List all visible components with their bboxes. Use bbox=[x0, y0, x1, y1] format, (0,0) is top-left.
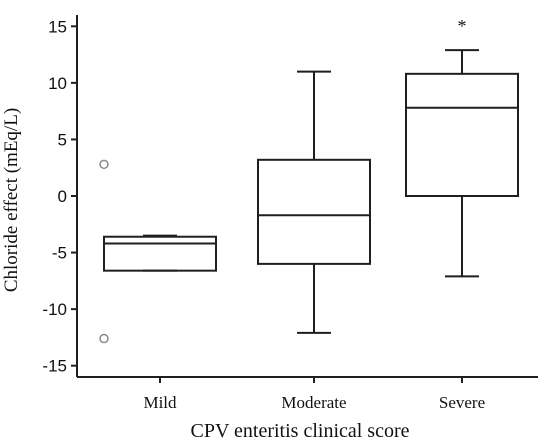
x-axis-title: CPV enteritis clinical score bbox=[190, 420, 409, 441]
mark-layer bbox=[99, 49, 519, 344]
y-tick-label: -10 bbox=[42, 300, 67, 319]
x-tick-label: Mild bbox=[143, 393, 177, 412]
box-group bbox=[257, 70, 371, 334]
y-tick-label: -5 bbox=[52, 244, 67, 263]
box-group bbox=[405, 49, 519, 278]
outlier-point bbox=[99, 159, 109, 170]
box-body bbox=[103, 235, 217, 272]
axis-layer bbox=[71, 15, 538, 383]
y-tick-label: 15 bbox=[48, 17, 67, 36]
x-tick-label: Moderate bbox=[281, 393, 346, 412]
y-tick-label: -15 bbox=[42, 357, 67, 376]
y-axis-title: Chloride effect (mEq/L) bbox=[1, 108, 22, 292]
box-body bbox=[257, 158, 371, 265]
box-body bbox=[405, 72, 519, 197]
label-layer: 15 10 5 0 -5 -10 -15 Mild Moderate Severe * bbox=[42, 16, 485, 412]
box-group bbox=[99, 159, 217, 344]
y-tick-label: 0 bbox=[58, 187, 67, 206]
y-tick-label: 10 bbox=[48, 74, 67, 93]
y-tick-label: 5 bbox=[58, 130, 67, 149]
outlier-point bbox=[99, 333, 109, 344]
x-tick-label: Severe bbox=[439, 393, 485, 412]
significance-annotation: * bbox=[458, 16, 467, 36]
